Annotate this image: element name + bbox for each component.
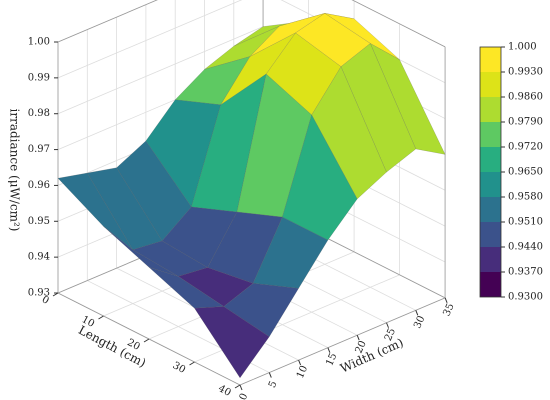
grid-line xyxy=(57,26,264,115)
z-tick-label: 1.00 xyxy=(28,37,50,48)
colorbar-tick-label: 0.9510 xyxy=(508,217,543,228)
x-tick-label: 10 xyxy=(80,314,96,330)
y-axis-title: Width (cm) xyxy=(338,335,405,375)
colorbar-tick-label: 0.9580 xyxy=(508,192,543,203)
colorbar-tick-label: 0.9860 xyxy=(508,92,543,103)
axis-edge xyxy=(57,0,158,43)
y-tick xyxy=(356,335,360,341)
x-tick-label: 20 xyxy=(125,337,141,353)
colorbar-band xyxy=(480,97,501,122)
colorbar-tick-label: 0.9370 xyxy=(508,267,543,278)
y-tick xyxy=(239,384,243,391)
y-tick xyxy=(298,359,302,366)
colorbar-tick-label: 0.9440 xyxy=(508,242,543,253)
y-tick-label: 0 xyxy=(238,392,251,400)
colorbar-band xyxy=(480,122,501,147)
colorbar-tick-label: 0.9790 xyxy=(508,117,543,128)
surface-patch xyxy=(194,306,270,379)
z-tick-label: 0.99 xyxy=(28,72,50,83)
y-tick xyxy=(327,347,331,353)
y-tick-label: 25 xyxy=(383,327,398,343)
y-tick xyxy=(444,297,448,304)
grid-line xyxy=(57,0,243,79)
x-tick xyxy=(143,338,150,343)
y-tick xyxy=(268,372,272,378)
x-tick xyxy=(98,315,104,320)
y-tick-label: 35 xyxy=(441,302,456,318)
x-tick xyxy=(189,361,195,366)
y-tick xyxy=(415,310,419,316)
y-tick-label: 20 xyxy=(354,339,369,355)
axis-edge xyxy=(239,297,446,386)
colorbar-band xyxy=(480,247,501,272)
colorbar-tick-label: 0.9650 xyxy=(508,167,543,178)
y-tick-label: 5 xyxy=(267,379,280,389)
y-tick-label: 15 xyxy=(324,352,339,368)
colorbar-tick-label: 0.9720 xyxy=(508,142,543,153)
z-tick-label: 0.96 xyxy=(28,180,50,191)
colorbar-band xyxy=(480,172,501,197)
y-tick xyxy=(386,322,389,328)
colorbar-tick-label: 1.000 xyxy=(508,42,537,53)
z-tick-label: 0.93 xyxy=(28,288,50,299)
x-tick xyxy=(234,384,241,389)
colorbar-band xyxy=(480,147,501,172)
y-tick-label: 10 xyxy=(295,364,310,380)
z-axis-title: irradiance (μW/cm²) xyxy=(8,109,22,232)
colorbar-band xyxy=(480,272,501,297)
colorbar-band xyxy=(480,222,501,247)
z-tick-label: 0.97 xyxy=(28,144,50,155)
colorbar-band xyxy=(480,72,501,97)
z-tick-label: 0.94 xyxy=(28,252,50,263)
z-tick-label: 0.98 xyxy=(28,108,50,119)
axis-edge xyxy=(351,0,446,48)
x-tick-label: 0 xyxy=(40,294,51,307)
z-tick-label: 0.95 xyxy=(28,216,50,227)
x-tick-label: 40 xyxy=(216,383,232,399)
y-tick-label: 30 xyxy=(412,314,427,330)
colorbar-band xyxy=(480,47,501,72)
x-tick-label: 30 xyxy=(171,360,187,376)
colorbar-tick-label: 0.9930 xyxy=(508,67,543,78)
x-tick xyxy=(52,292,59,297)
colorbar-band xyxy=(480,197,501,222)
colorbar-tick-label: 0.9300 xyxy=(508,292,543,303)
